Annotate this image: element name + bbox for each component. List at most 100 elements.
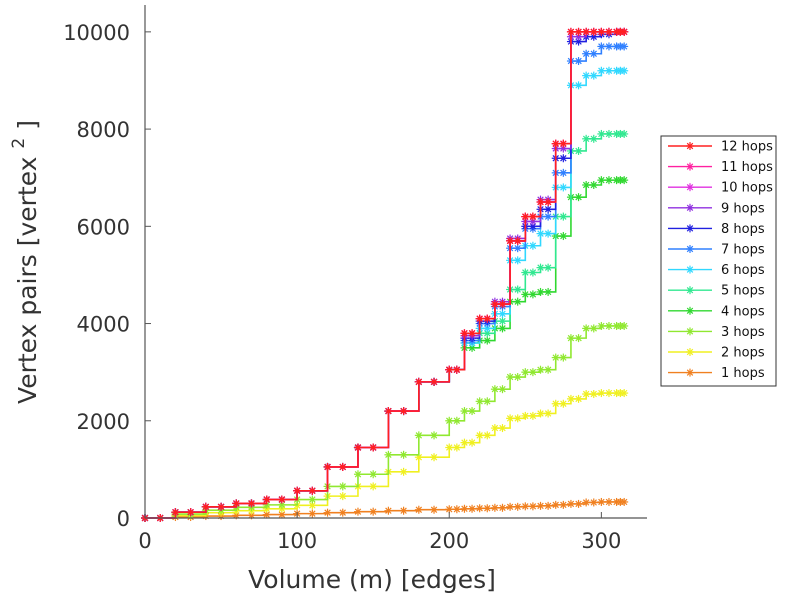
data-point — [544, 263, 553, 272]
data-point — [574, 27, 583, 36]
legend-marker — [686, 142, 694, 150]
legend-item: 7 hops — [668, 243, 765, 258]
data-point — [445, 505, 454, 514]
legend: 12 hops 11 hops 10 hops 9 hops 8 hops 7 hops 6… — [660, 135, 777, 387]
data-point — [574, 499, 583, 508]
series-line — [145, 31, 625, 519]
data-point — [620, 42, 629, 51]
data-point — [597, 27, 606, 36]
data-point — [574, 193, 583, 202]
data-point — [536, 501, 545, 510]
data-point — [604, 66, 613, 75]
data-point — [430, 377, 439, 386]
legend-label: 3 hops — [721, 325, 765, 340]
data-point — [597, 176, 606, 185]
data-point — [445, 365, 454, 374]
data-point — [551, 139, 560, 148]
data-point — [597, 129, 606, 138]
data-point — [544, 409, 553, 418]
y-tick-label: 10000 — [63, 21, 130, 45]
data-point — [353, 470, 362, 479]
data-point — [582, 27, 591, 36]
data-point — [369, 443, 378, 452]
data-point — [452, 443, 461, 452]
svg-text:Vertex pairs [vertex 2: Vertex pairs [vertex 2 ] — [1, 120, 42, 404]
data-point — [536, 287, 545, 296]
data-point — [620, 129, 629, 138]
data-point — [384, 407, 393, 416]
data-point — [483, 336, 492, 345]
data-point — [384, 506, 393, 515]
data-point — [582, 49, 591, 58]
data-point — [574, 334, 583, 343]
data-point — [589, 134, 598, 143]
series-line — [145, 179, 625, 519]
data-point — [582, 180, 591, 189]
data-point — [589, 180, 598, 189]
data-point — [536, 198, 545, 207]
data-point — [513, 256, 522, 265]
data-point — [582, 390, 591, 399]
data-point — [445, 416, 454, 425]
data-point — [604, 129, 613, 138]
data-point — [544, 198, 553, 207]
series-line — [145, 325, 625, 519]
data-point — [308, 495, 317, 504]
data-point — [559, 154, 568, 163]
data-point — [620, 176, 629, 185]
data-point — [589, 498, 598, 507]
y-tick-label: 0 — [117, 507, 130, 531]
data-point — [308, 486, 317, 495]
legend-item: 6 hops — [668, 263, 765, 278]
data-point — [574, 394, 583, 403]
data-point — [528, 212, 537, 221]
data-point — [559, 353, 568, 362]
series-line — [145, 31, 625, 519]
data-point — [597, 497, 606, 506]
data-point — [582, 71, 591, 80]
ticks-layer: 0 100 200 300 0 2000 4000 6000 8000 10000 — [63, 21, 621, 553]
data-point — [551, 353, 560, 362]
data-point — [262, 510, 271, 519]
legend-marker — [686, 306, 694, 315]
data-point — [384, 450, 393, 459]
data-point — [551, 500, 560, 509]
data-point — [338, 508, 347, 517]
data-point — [620, 321, 629, 330]
data-point — [544, 205, 553, 214]
legend-marker — [686, 348, 694, 356]
data-point — [574, 37, 583, 46]
series-line — [145, 69, 625, 519]
data-point — [544, 287, 553, 296]
data-point — [483, 397, 492, 406]
data-point — [323, 508, 332, 517]
data-point — [513, 502, 522, 511]
data-point — [490, 424, 499, 433]
data-point — [589, 324, 598, 333]
data-point — [528, 502, 537, 511]
data-point — [369, 507, 378, 516]
data-point — [399, 450, 408, 459]
data-point — [559, 168, 568, 177]
data-point — [528, 217, 537, 226]
data-point — [559, 232, 568, 241]
data-point — [452, 365, 461, 374]
data-point — [513, 414, 522, 423]
data-point — [217, 502, 226, 511]
legend-label: 2 hops — [721, 346, 765, 361]
x-tick-label: 300 — [581, 529, 621, 553]
data-point — [468, 504, 477, 513]
data-point — [498, 385, 507, 394]
data-point — [544, 365, 553, 374]
data-point — [430, 431, 439, 440]
y-tick-label: 2000 — [77, 410, 130, 434]
series-line — [145, 31, 625, 519]
legend-label: 11 hops — [721, 160, 773, 175]
data-point — [483, 504, 492, 513]
data-point — [604, 42, 613, 51]
data-point — [430, 505, 439, 514]
legend-marker — [686, 224, 694, 233]
data-point — [468, 407, 477, 416]
series-line — [145, 392, 625, 519]
y-tick-label: 8000 — [77, 118, 130, 142]
